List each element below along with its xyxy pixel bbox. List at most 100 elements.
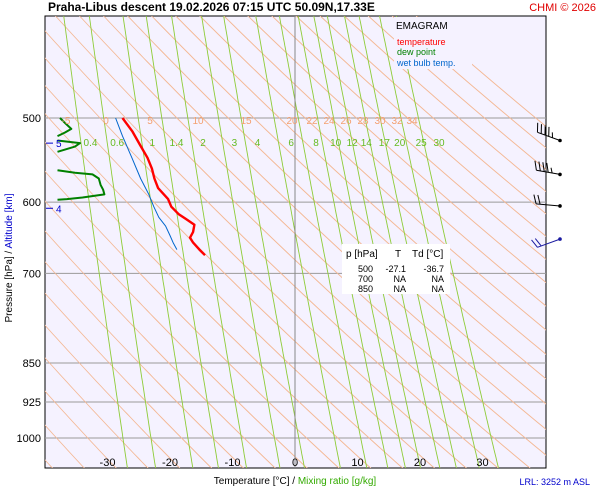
dry-adiabat [151,16,546,380]
table-cell: NA [393,284,406,294]
dry-adiabat [415,16,546,128]
mixing-ratio-line [63,16,128,468]
credit-text: CHMI © 2026 [529,2,596,14]
dry-adiabat [295,16,546,237]
x-axis-label-primary: Temperature [°C] [214,476,290,487]
wind-barb-flag [542,162,545,172]
chart-title: Praha-Libus descent 19.02.2026 07:15 UTC… [48,0,375,14]
x-tick-label: 0 [292,457,298,469]
dry-adiabat-label: 26 [340,116,352,127]
table-cell: 850 [358,284,373,294]
dry-adiabat-label: 15 [240,116,252,127]
dry-adiabat-label: 28 [357,116,369,127]
x-tick-label: 20 [414,457,426,469]
mixing-ratio-label: 10 [330,138,342,149]
dry-adiabat [45,230,276,468]
wind-barb-flag [533,194,537,205]
dry-adiabat [367,16,546,171]
table-cell: NA [431,274,444,284]
legend-item-wet-bulb: wet bulb temp. [396,58,456,68]
mixing-ratio-line [379,16,480,468]
dry-adiabat [45,30,499,468]
mixing-ratio-label: 12 [347,138,359,149]
mixing-ratio-label: 30 [433,138,445,149]
mixing-ratio-label: 2 [200,138,206,149]
wind-barb-flag [537,194,541,205]
dry-adiabat-label: 30 [374,116,386,127]
x-tick-label: 30 [476,457,488,469]
dry-adiabat [199,16,546,331]
mixing-ratio-label: 25 [416,138,428,149]
dry-adiabat [343,16,546,193]
mixing-ratio-line [326,16,422,468]
dry-adiabat-label: 20 [286,116,298,127]
x-tick-label: 10 [351,457,363,469]
table-cell: 500 [358,264,373,274]
y-tick-label: 700 [23,268,41,280]
table-cell: NA [431,284,444,294]
mixing-ratio-label: 1.4 [170,138,184,149]
y-axis-label-secondary: Altitude [km] [4,193,15,248]
wind-barb-flag [534,238,542,247]
mixing-ratio-line [255,16,341,468]
dew-point-line [57,169,106,201]
table-cell: -36.7 [423,264,444,274]
dry-adiabat-label: 34 [406,116,418,127]
dry-adiabat [45,390,117,468]
y-tick-label: 850 [23,358,41,370]
dry-adiabat [45,324,181,468]
mixing-ratio-line [201,16,281,468]
mixing-ratio-line [313,16,406,468]
mixing-ratio-label: 6 [288,138,294,149]
legend-item-dew-point: dew point [397,47,436,57]
y-axis-label-primary: Pressure [hPa] [4,256,15,322]
dew-point-line [57,117,73,138]
dry-adiabat [103,16,546,430]
mixing-ratio-label: 0.4 [84,138,98,149]
legend-title: EMAGRAM [396,21,448,32]
x-tick-label: -10 [225,457,241,469]
table-header-td: Td [°C] [412,249,443,260]
altitude-tick-label: 4 [56,204,62,215]
table-header-p: p [hPa] [346,249,378,260]
y-axis-label: Pressure [hPa] / Altitude [km] [4,193,15,322]
table-cell: -27.1 [385,264,406,274]
dew-point-line [57,139,81,153]
y-tick-label: 600 [23,197,41,209]
table-header-t: T [395,249,401,260]
dry-adiabat-label: 22 [306,116,318,127]
legend-box: EMAGRAM temperature dew point wet bulb t… [394,17,472,69]
mixing-ratio-line [297,16,389,468]
dry-adiabat [223,16,546,307]
x-axis-label-secondary: Mixing ratio [g/kg] [298,476,377,487]
wind-barb-flag [534,160,537,171]
dry-adiabat [319,16,546,215]
dry-adiabat [54,16,531,468]
dry-adiabat-label: 10 [192,116,204,127]
mixing-ratio-line [88,16,157,468]
legend-item-temperature: temperature [397,37,446,47]
mixing-ratio-label: 17 [379,138,391,149]
temperature-line [121,117,206,257]
dry-adiabat [247,16,546,284]
wet-bulb-temp-line [115,117,178,250]
wind-barbs [531,122,562,248]
mixing-ratio-label: 3 [232,138,238,149]
mixing-ratio-label: 8 [313,138,319,149]
table-cell: 700 [358,274,373,284]
x-tick-label: -30 [100,457,116,469]
mixing-ratio-line [171,16,248,468]
mixing-ratio-line [358,16,457,468]
dry-adiabat-label: 24 [323,116,335,127]
wind-barb-flag [531,239,538,248]
mixing-ratio-label: 14 [361,138,373,149]
mixing-ratio-line [396,16,499,468]
y-tick-label: 925 [23,397,41,409]
dry-adiabat [271,16,546,260]
wind-barb-half-flag [550,167,553,174]
mixing-ratio-lines [63,16,499,468]
altitude-tick-label: 5 [56,139,62,150]
dry-adiabat [45,200,308,468]
